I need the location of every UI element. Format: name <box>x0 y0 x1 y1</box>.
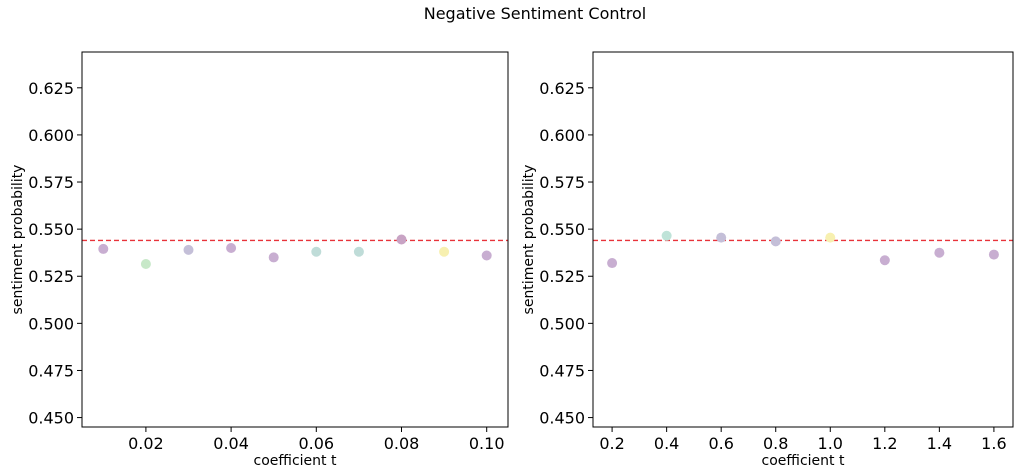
data-point <box>226 242 237 253</box>
y-tick-label: 0.475 <box>28 361 74 380</box>
data-point <box>439 246 450 257</box>
data-point <box>825 232 836 243</box>
data-point <box>607 258 618 269</box>
y-tick-label: 0.625 <box>539 79 585 98</box>
y-tick-label: 0.600 <box>28 126 74 145</box>
data-point <box>396 234 407 245</box>
y-tick-label: 0.525 <box>28 267 74 286</box>
x-axis-label: coefficient t <box>762 453 845 469</box>
y-tick-label: 0.625 <box>28 79 74 98</box>
data-point <box>353 246 364 257</box>
x-axis-label: coefficient t <box>254 453 337 469</box>
y-tick-label: 0.450 <box>28 409 74 428</box>
x-tick-label: 1.2 <box>872 434 897 453</box>
x-tick-label: 0.8 <box>763 434 788 453</box>
x-tick-label: 1.0 <box>818 434 843 453</box>
data-point <box>311 246 322 257</box>
y-tick-label: 0.600 <box>539 126 585 145</box>
y-tick-label: 0.525 <box>539 267 585 286</box>
x-tick-label: 0.04 <box>213 434 249 453</box>
data-point <box>661 230 672 241</box>
x-tick-label: 1.4 <box>927 434 952 453</box>
y-tick-label: 0.475 <box>539 361 585 380</box>
y-axis-label: sentiment probability <box>521 165 537 315</box>
y-axis-label: sentiment probability <box>10 165 26 315</box>
data-point <box>716 232 727 243</box>
y-tick-label: 0.500 <box>539 314 585 333</box>
x-tick-label: 0.6 <box>708 434 733 453</box>
plot-frame <box>592 51 1014 428</box>
x-tick-label: 0.10 <box>469 434 505 453</box>
x-tick-label: 0.06 <box>298 434 334 453</box>
y-tick-label: 0.575 <box>28 173 74 192</box>
scatter-plot-right: 0.450 0.475 0.500 0.525 0.550 0.575 0.600 0.625… <box>521 51 1014 469</box>
y-tick-label: 0.550 <box>28 220 74 239</box>
data-point <box>140 258 151 269</box>
plot-frame <box>81 51 509 428</box>
x-tick-label: 0.02 <box>128 434 164 453</box>
data-point <box>183 244 194 255</box>
y-tick-label: 0.500 <box>28 314 74 333</box>
y-tick-label: 0.575 <box>539 173 585 192</box>
x-tick-label: 0.4 <box>654 434 679 453</box>
data-point <box>879 255 890 266</box>
data-point <box>988 249 999 260</box>
y-tick-label: 0.550 <box>539 220 585 239</box>
figure-title: Negative Sentiment Control <box>424 4 647 23</box>
x-tick-label: 0.08 <box>384 434 420 453</box>
y-tick-label: 0.450 <box>539 409 585 428</box>
data-point <box>98 243 109 254</box>
x-tick-label: 1.6 <box>981 434 1006 453</box>
data-point <box>268 252 279 263</box>
x-tick-label: 0.2 <box>599 434 624 453</box>
scatter-plot-left: 0.450 0.475 0.500 0.525 0.550 0.575 0.600 0.625… <box>10 51 509 469</box>
data-point <box>770 236 781 247</box>
data-point <box>934 247 945 258</box>
data-point <box>481 250 492 261</box>
